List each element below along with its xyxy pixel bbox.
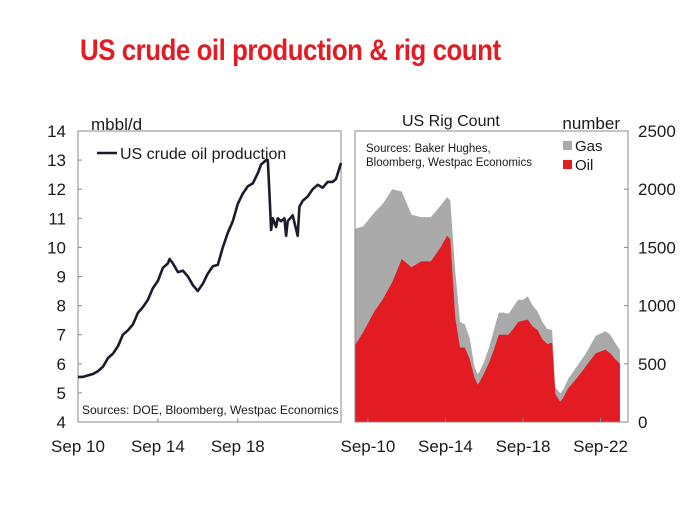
y-tick-label: 2000 — [638, 180, 676, 199]
y-tick-label: 14 — [47, 122, 66, 141]
y-tick-label: 500 — [638, 355, 666, 374]
legend-label-oil: Oil — [575, 157, 593, 174]
x-tick-label: Sep-14 — [418, 437, 473, 456]
legend-swatch-gas — [563, 141, 572, 150]
page-title: US crude oil production & rig count — [80, 34, 501, 67]
y-tick-label: 1000 — [638, 297, 676, 316]
x-tick-label: Sep-10 — [341, 437, 396, 456]
y-tick-label: 8 — [57, 297, 66, 316]
y-tick-label: 4 — [57, 413, 66, 432]
x-tick-label: Sep 14 — [131, 437, 185, 456]
y-tick-label: 9 — [57, 268, 66, 287]
y-tick-label: 12 — [47, 180, 66, 199]
oil-rigs-area — [355, 235, 620, 422]
y-tick-label: 13 — [47, 151, 66, 170]
y-axis-label: number — [562, 114, 620, 133]
source-note-line: Bloomberg, Westpac Economics — [366, 157, 532, 169]
y-tick-label: 11 — [48, 209, 66, 228]
x-tick-label: Sep-22 — [573, 437, 628, 456]
y-axis-label: mbbl/d — [91, 115, 142, 134]
y-tick-label: 5 — [57, 384, 66, 403]
y-tick-label: 1500 — [638, 238, 676, 257]
x-tick-label: Sep-18 — [496, 437, 551, 456]
oil-production-line — [78, 158, 343, 379]
source-note: Sources: DOE, Bloomberg, Westpac Economi… — [82, 403, 339, 417]
x-tick-label: Sep 18 — [211, 437, 265, 456]
chart-title: US Rig Count — [402, 113, 500, 130]
y-tick-label: 10 — [47, 238, 66, 257]
plot-frame — [354, 130, 629, 423]
y-tick-label: 2500 — [638, 122, 676, 141]
rig-count-chart: 0 500 1000 1500 2000 2500 Sep-10 Sep-14 Sep-18 Se… — [341, 113, 676, 456]
source-note-line: Sources: Baker Hughes, — [366, 143, 491, 155]
y-tick-label: 7 — [57, 326, 66, 345]
legend-swatch-oil — [563, 160, 572, 169]
oil-production-chart: 4 5 6 7 8 9 10 11 12 13 14 Sep 10 Sep 14 Sep 18 mbbl/d… — [47, 115, 343, 456]
legend-label-gas: Gas — [575, 138, 603, 155]
y-tick-label: 6 — [57, 355, 66, 374]
y-tick-label: 0 — [638, 413, 647, 432]
x-tick-label: Sep 10 — [51, 437, 105, 456]
plot-frame — [77, 130, 342, 423]
legend-label-production: US crude oil production — [120, 146, 286, 163]
